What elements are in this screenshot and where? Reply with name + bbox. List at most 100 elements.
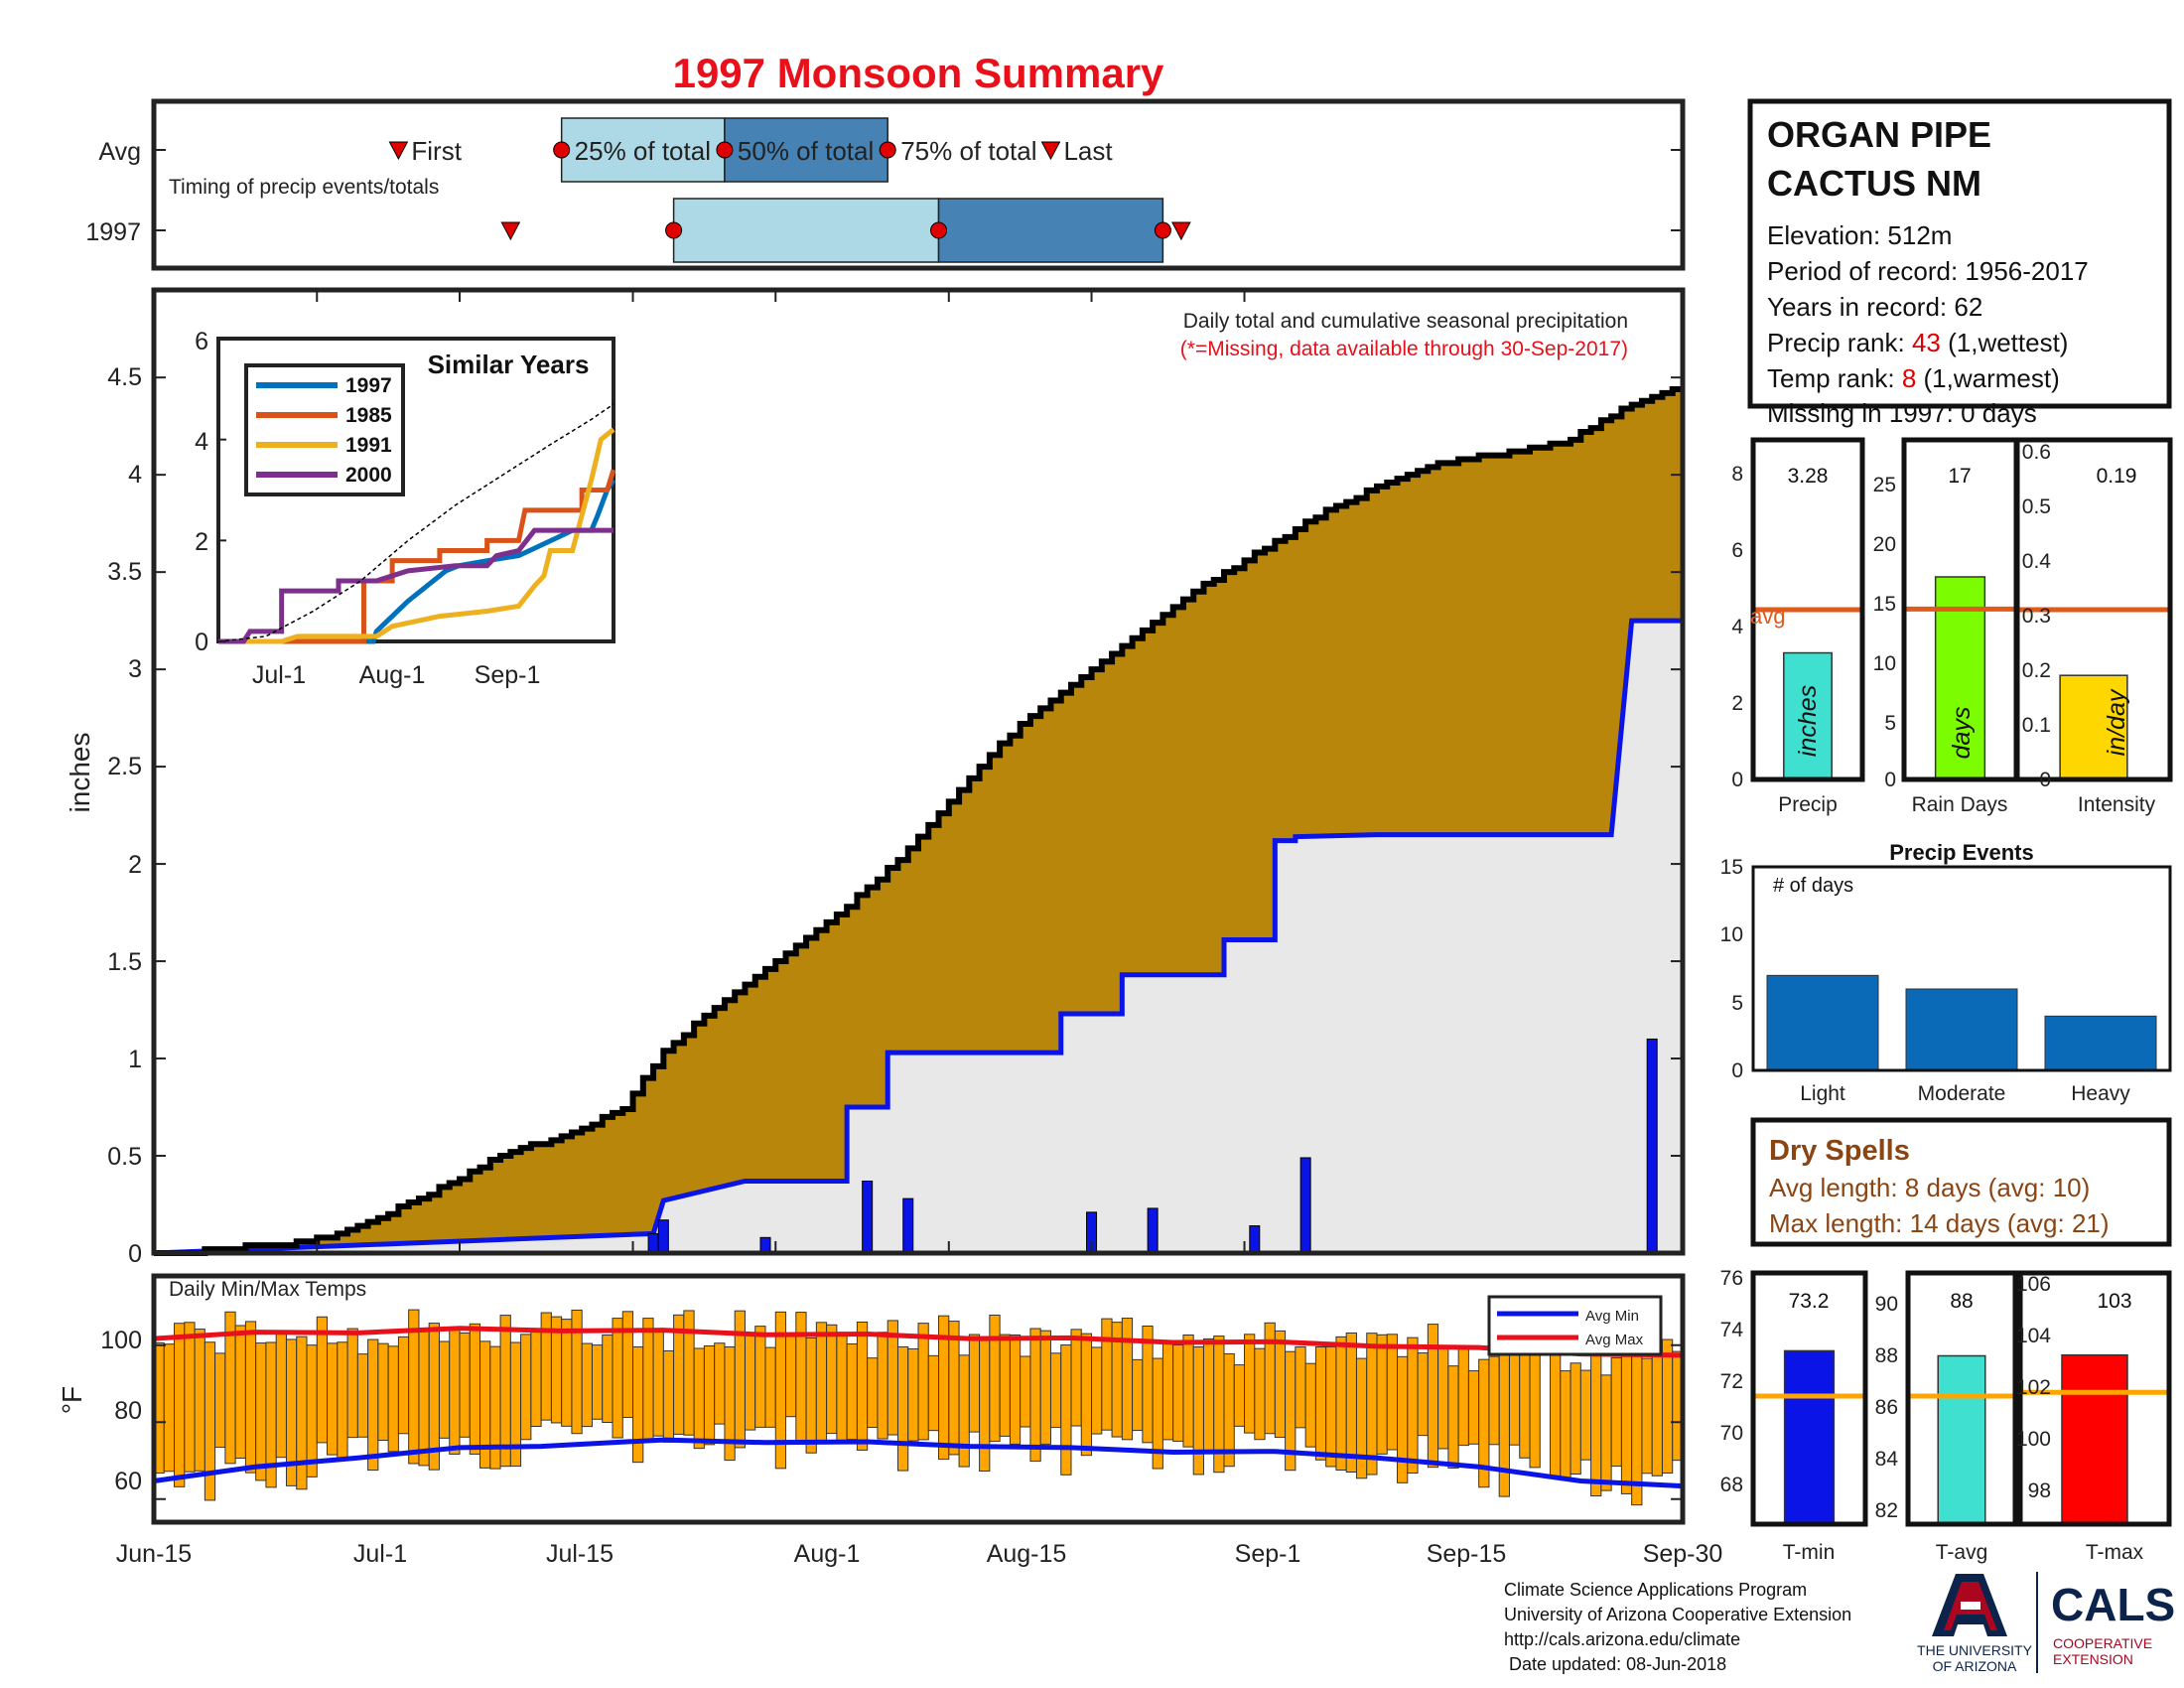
- elevation-text: Elevation: 512m: [1767, 220, 1952, 250]
- tavg-xlabel: T-avg: [1936, 1541, 1988, 1564]
- stat-precip-tick: 4: [1731, 616, 1743, 638]
- tmax-bar: [2061, 1353, 2128, 1525]
- daily-temp-bar: [1407, 1336, 1419, 1475]
- daily-temp-bar: [1570, 1362, 1581, 1476]
- cals-sub-line2: EXTENSION: [2053, 1651, 2133, 1667]
- daily-temp-bar: [449, 1329, 461, 1455]
- daily-temp-bar: [1610, 1356, 1622, 1468]
- temp-rank-note: (1,warmest): [1916, 363, 2059, 393]
- inset-line-2000: [218, 527, 614, 644]
- daily-temp-bar: [1529, 1348, 1541, 1469]
- daily-temp-bar: [499, 1315, 511, 1468]
- stat-int-tick: 0.2: [2022, 659, 2051, 682]
- stat-rain-tick: 25: [1873, 474, 1896, 496]
- xtick-date: Jul-15: [546, 1540, 614, 1568]
- stat-precip-avg-label: avg: [1750, 604, 1785, 629]
- temp-rank-text: Temp rank: 8 (1,warmest): [1767, 363, 2060, 393]
- precip-main-plot: inches Daily total and cumulative season…: [65, 287, 1686, 1268]
- stat-int-tick: 0.3: [2022, 605, 2051, 628]
- main-ytick: 3.5: [107, 558, 142, 586]
- year-q50-marker: [930, 221, 948, 239]
- daily-temp-bar: [785, 1333, 797, 1418]
- inset-ytick: 6: [195, 328, 208, 355]
- timing-marks: [154, 117, 1683, 263]
- tmax-value: 103: [2097, 1290, 2131, 1313]
- daily-temp-bar: [1101, 1318, 1113, 1431]
- avg-q25-marker: [553, 141, 571, 159]
- timing-label-last: Last: [1063, 136, 1113, 166]
- figure-title: 1997 Monsoon Summary: [673, 50, 1164, 96]
- avg-q75-marker: [879, 141, 896, 159]
- daily-temp-bar: [1020, 1355, 1031, 1428]
- stat-int-tick: 0.6: [2022, 441, 2051, 464]
- xtick-date: Aug-15: [987, 1540, 1067, 1568]
- main-y-tick-labels: 0 0.5 1 1.5 2 2.5 3 3.5 4 4.5: [107, 363, 142, 1268]
- stat-precip-tick: 8: [1731, 463, 1743, 486]
- daily-temp-bar: [1498, 1353, 1510, 1497]
- temp-ytick: 60: [114, 1468, 142, 1495]
- daily-temp-bar: [1376, 1334, 1388, 1455]
- stat-intensity-bar: [2059, 674, 2128, 780]
- year-first-marker: [500, 221, 521, 241]
- daily-temp-bar: [968, 1334, 981, 1433]
- daily-temp-bar: [1325, 1345, 1337, 1468]
- tavg-bar: [1937, 1354, 1986, 1525]
- year-q25-q50-box: [672, 198, 940, 263]
- stat-int-tick: 0.5: [2022, 495, 2051, 518]
- xtick-date: Sep-30: [1643, 1540, 1723, 1568]
- dry-spells-box: Dry Spells Avg length: 8 days (avg: 10) …: [1750, 1117, 2172, 1247]
- avg-cumulative-area: [154, 621, 1683, 1253]
- daily-temp-bar: [815, 1322, 828, 1443]
- temp-panel-label: Daily Min/Max Temps: [169, 1278, 366, 1301]
- daily-temp-bar: [1641, 1357, 1653, 1475]
- inset-lines: [217, 338, 616, 644]
- timing-label-q50: 50% of total: [738, 136, 874, 166]
- daily-precip-bar: [657, 1219, 669, 1254]
- daily-temp-bar: [561, 1319, 573, 1427]
- stat-rain-tick: 15: [1873, 593, 1896, 616]
- daily-temp-bar: [948, 1321, 960, 1456]
- daily-precip-bar: [647, 1232, 659, 1254]
- temp-plot: Daily Min/Max Temps °F 60 80 100 Avg Min…: [57, 1273, 1723, 1568]
- daily-temp-bar: [927, 1354, 940, 1432]
- stat-panel-intensity: 0.19 in/day Intensity 0 0.1 0.2 0.3 0.4 …: [2014, 437, 2173, 816]
- daily-temp-bar: [255, 1342, 267, 1481]
- dry-spells-max: Max length: 14 days (avg: 21): [1769, 1208, 2110, 1238]
- avg-q50-marker: [716, 141, 734, 159]
- daily-temp-bar: [337, 1341, 348, 1460]
- tmax-marks: [2020, 1273, 2169, 1525]
- daily-temp-bar: [489, 1345, 501, 1470]
- temp-rank-value: 8: [1902, 363, 1916, 393]
- timing-panel: Avg 1997 Timing of precip events/totals …: [85, 98, 1686, 271]
- timing-row-label-avg: Avg: [98, 138, 141, 166]
- avg-cumulative-line: [153, 618, 1683, 1256]
- main-ytick: 0.5: [107, 1143, 142, 1171]
- daily-precip-bar: [1299, 1157, 1311, 1254]
- tmax-tick: 100: [2016, 1428, 2051, 1451]
- daily-temp-bar: [826, 1324, 838, 1435]
- tavg-tick: 88: [1875, 1344, 1898, 1367]
- daily-temp-bar: [1560, 1370, 1571, 1478]
- events-ytick: 5: [1731, 992, 1743, 1015]
- temp-stat-tmax: 103 T-max 98 100 102 104 106: [2016, 1270, 2172, 1564]
- temp-rank-label: Temp rank:: [1767, 363, 1902, 393]
- stat-rain-marks: [1904, 440, 2016, 780]
- stat-panel-precip: 3.28 inches avg Precip 0 2 4 6 8: [1731, 437, 1865, 816]
- temp-ylabel: °F: [57, 1386, 87, 1414]
- timing-label-q75: 75% of total: [900, 136, 1036, 166]
- avg-first-marker: [388, 141, 409, 161]
- daily-temp-bar: [754, 1326, 766, 1428]
- daily-temp-bar: [907, 1347, 919, 1442]
- daily-temp-bar: [1651, 1343, 1663, 1477]
- precip-events-ylabel: # of days: [1773, 875, 1853, 897]
- daily-temp-bar: [306, 1344, 318, 1477]
- university-of-arizona-logo: THE UNIVERSITY OF ARIZONA CALS COOPERATI…: [1917, 1572, 2175, 1674]
- daily-temp-bar: [1304, 1362, 1316, 1448]
- temp-legend-label: Avg Min: [1585, 1308, 1639, 1325]
- daily-temp-bar: [1161, 1339, 1174, 1441]
- daily-temp-bar: [856, 1322, 869, 1451]
- daily-temp-bar: [1488, 1355, 1500, 1446]
- xtick-date: Sep-1: [1235, 1540, 1301, 1568]
- precip-rank-value: 43: [1912, 328, 1941, 357]
